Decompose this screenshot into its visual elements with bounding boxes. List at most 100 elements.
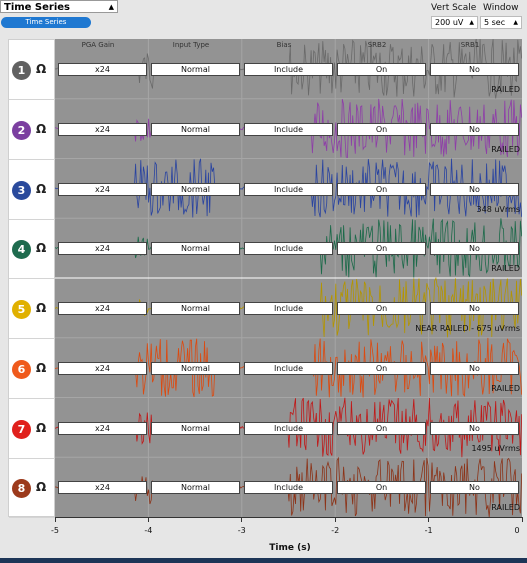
input-type-button-ch5[interactable]: Normal — [151, 302, 240, 315]
channel-status-3: 348 uVrms — [476, 204, 520, 214]
pga-gain-button-ch3[interactable]: x24 — [58, 182, 147, 196]
vert-scale-dropdown[interactable]: 200 uV ▲ — [431, 16, 478, 29]
input-type-button-ch2[interactable]: Normal — [151, 122, 240, 136]
impedance-icon[interactable]: Ω — [36, 301, 47, 315]
bias-button-ch2[interactable]: Include — [244, 122, 333, 136]
x-axis-label: Time (s) — [269, 543, 311, 553]
pga-gain-button-ch4[interactable]: x24 — [58, 242, 147, 256]
bias-button-ch5[interactable]: Include — [244, 302, 333, 315]
bias-button-ch6[interactable]: Include — [244, 361, 333, 375]
x-tick-label: -4 — [144, 526, 153, 535]
dropdown-arrow-icon: ▲ — [108, 3, 114, 11]
channel-toggle-3[interactable]: 3 — [12, 180, 31, 200]
window-label: Window — [483, 3, 519, 13]
channel-status-2: RAILED — [491, 144, 520, 154]
channel-toggle-8[interactable]: 8 — [12, 479, 31, 499]
x-tick-label: -2 — [331, 526, 340, 535]
input-type-button-ch4[interactable]: Normal — [151, 242, 240, 256]
impedance-icon[interactable]: Ω — [36, 181, 47, 196]
input-type-button-ch1[interactable]: Normal — [151, 63, 240, 76]
window-value: 5 sec — [484, 18, 506, 27]
pga-gain-button-ch7[interactable]: x24 — [58, 421, 147, 435]
bottom-bar — [0, 558, 527, 563]
srb2-button-ch8[interactable]: On — [337, 481, 426, 495]
srb2-button-ch7[interactable]: On — [337, 421, 426, 435]
channel-toggle-2[interactable]: 2 — [12, 120, 31, 140]
time-series-tab[interactable]: Time Series — [1, 17, 91, 28]
channel-toggle-5[interactable]: 5 — [12, 300, 31, 319]
widget-mode-value: Time Series — [4, 2, 71, 13]
pga-gain-button-ch2[interactable]: x24 — [58, 122, 147, 136]
srb2-button-ch6[interactable]: On — [337, 361, 426, 375]
pga-gain-button-ch8[interactable]: x24 — [58, 481, 147, 495]
srb1-button-ch5[interactable]: No — [430, 302, 519, 315]
dropdown-arrow-icon: ▲ — [513, 19, 518, 26]
bias-button-ch8[interactable]: Include — [244, 481, 333, 495]
srb1-button-ch3[interactable]: No — [430, 182, 519, 196]
pga-gain-button-ch1[interactable]: x24 — [58, 63, 147, 76]
channel-toggle-6[interactable]: 6 — [12, 359, 31, 379]
srb2-button-ch5[interactable]: On — [337, 302, 426, 315]
input-type-button-ch6[interactable]: Normal — [151, 361, 240, 375]
x-axis-line — [55, 517, 522, 518]
x-tick — [241, 517, 243, 522]
x-tick — [334, 517, 336, 522]
srb1-button-ch4[interactable]: No — [430, 242, 519, 256]
srb2-button-ch3[interactable]: On — [337, 182, 426, 196]
impedance-icon[interactable]: Ω — [36, 360, 47, 375]
input-type-button-ch8[interactable]: Normal — [151, 481, 240, 495]
column-header-srb1: SRB1 — [460, 41, 480, 49]
time-series-plot — [55, 39, 522, 517]
srb2-button-ch4[interactable]: On — [337, 242, 426, 256]
widget-mode-dropdown[interactable]: Time Series ▲ — [0, 0, 118, 13]
impedance-icon[interactable]: Ω — [36, 121, 47, 136]
impedance-icon[interactable]: Ω — [36, 241, 47, 256]
srb1-button-ch1[interactable]: No — [430, 63, 519, 76]
column-header-bias: Bias — [276, 41, 292, 49]
srb2-button-ch1[interactable]: On — [337, 63, 426, 76]
x-tick-label: -1 — [424, 526, 433, 535]
channel-toggle-7[interactable]: 7 — [12, 419, 31, 439]
column-header-pga-gain: PGA Gain — [81, 41, 115, 49]
srb1-button-ch6[interactable]: No — [430, 361, 519, 375]
bias-button-ch1[interactable]: Include — [244, 63, 333, 76]
impedance-icon[interactable]: Ω — [36, 480, 47, 495]
srb1-button-ch2[interactable]: No — [430, 122, 519, 136]
vert-scale-label: Vert Scale — [431, 3, 477, 13]
channel-status-8: RAILED — [491, 503, 520, 513]
pga-gain-button-ch5[interactable]: x24 — [58, 302, 147, 315]
input-type-button-ch3[interactable]: Normal — [151, 182, 240, 196]
impedance-icon[interactable]: Ω — [36, 420, 47, 435]
column-header-srb2: SRB2 — [367, 41, 387, 49]
channel-status-5: NEAR RAILED - 675 uVrms — [415, 324, 520, 333]
x-tick-label: -3 — [237, 526, 246, 535]
input-type-button-ch7[interactable]: Normal — [151, 421, 240, 435]
impedance-icon[interactable]: Ω — [36, 62, 47, 76]
window-dropdown[interactable]: 5 sec ▲ — [480, 16, 522, 29]
channel-toggle-4[interactable]: 4 — [12, 240, 31, 260]
srb1-button-ch8[interactable]: No — [430, 481, 519, 495]
x-tick — [54, 517, 56, 522]
vert-scale-value: 200 uV — [435, 18, 464, 27]
srb2-button-ch2[interactable]: On — [337, 122, 426, 136]
channel-status-6: RAILED — [491, 383, 520, 393]
widget-header: Time Series ▲ Time Series Vert Scale Win… — [0, 0, 527, 30]
dropdown-arrow-icon: ▲ — [469, 19, 474, 26]
channel-status-4: RAILED — [491, 264, 520, 274]
column-header-input-type: Input Type — [172, 41, 210, 49]
pga-gain-button-ch6[interactable]: x24 — [58, 361, 147, 375]
bias-button-ch3[interactable]: Include — [244, 182, 333, 196]
bias-button-ch4[interactable]: Include — [244, 242, 333, 256]
x-tick — [428, 517, 430, 522]
channel-toggle-1[interactable]: 1 — [12, 61, 31, 80]
bias-button-ch7[interactable]: Include — [244, 421, 333, 435]
srb1-button-ch7[interactable]: No — [430, 421, 519, 435]
